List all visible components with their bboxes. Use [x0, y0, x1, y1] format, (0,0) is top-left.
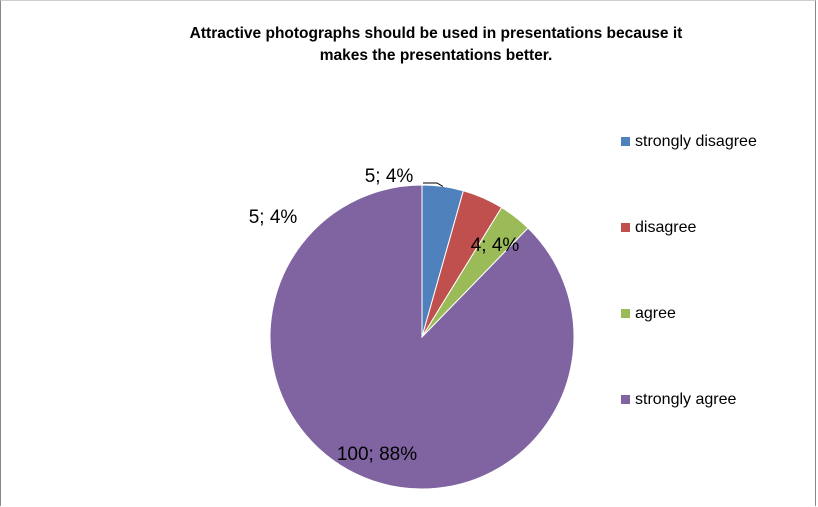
chart-title: Attractive photographs should be used in…	[101, 23, 771, 67]
data-label-agree: 4; 4%	[471, 235, 520, 256]
pie-slice-strongly-agree	[269, 184, 575, 490]
leader-line-strongly-disagree	[423, 182, 444, 187]
legend-swatch-agree	[621, 308, 630, 318]
legend-label-agree: agree	[635, 305, 676, 322]
legend-swatch-strongly-agree	[621, 394, 630, 404]
chart-title-line-2: makes the presentations better.	[319, 47, 553, 64]
legend-item-strongly-disagree: strongly disagree	[621, 133, 757, 151]
legend-label-disagree: disagree	[635, 219, 697, 236]
chart-title-line-1: Attractive photographs should be used in…	[189, 25, 683, 42]
legend-item-strongly-agree: strongly agree	[621, 391, 736, 409]
legend-label-strongly-agree: strongly agree	[635, 391, 737, 408]
legend-item-disagree: disagree	[621, 219, 696, 237]
data-label-disagree: 5; 4%	[249, 207, 298, 228]
data-label-strongly-disagree: 5; 4%	[365, 166, 414, 187]
legend-swatch-strongly-disagree	[621, 136, 630, 146]
legend-swatch-disagree	[621, 222, 630, 232]
legend-item-agree: agree	[621, 305, 676, 323]
data-label-strongly-agree: 100; 88%	[337, 444, 417, 465]
legend-label-strongly-disagree: strongly disagree	[635, 133, 757, 150]
